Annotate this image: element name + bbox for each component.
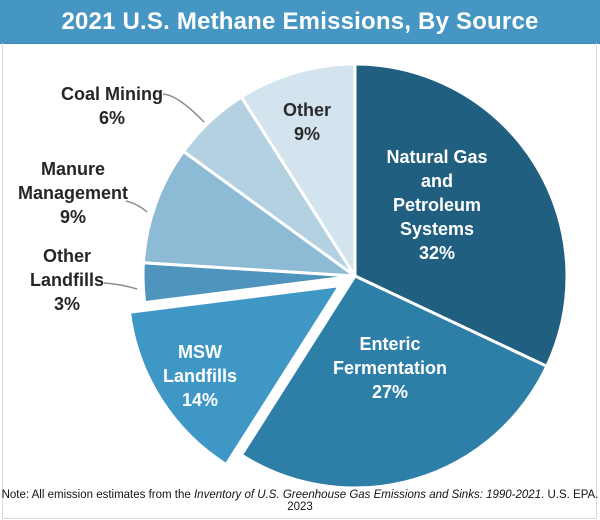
source-note: Note: All emission estimates from the In… xyxy=(0,489,600,513)
note-citation: Inventory of U.S. Greenhouse Gas Emissio… xyxy=(193,489,542,501)
pie-slice-manure-management xyxy=(141,149,357,278)
note-suffix: . U.S. EPA. 2023 xyxy=(287,489,599,513)
leader-line-other-landfills xyxy=(103,282,138,290)
pie-slice-enteric-fermentation xyxy=(239,274,549,490)
note-prefix: Note: All emission estimates from the xyxy=(1,489,194,501)
pie-slice-other xyxy=(239,62,357,278)
title-bar: 2021 U.S. Methane Emissions, By Source xyxy=(0,0,600,44)
pie-slice-natural-gas-and-petroleum-systems xyxy=(353,62,569,368)
leader-line-coal-mining xyxy=(162,93,205,123)
pie-slice-msw-landfills xyxy=(128,284,342,467)
leader-line-manure-management xyxy=(125,200,148,213)
page-title: 2021 U.S. Methane Emissions, By Source xyxy=(61,7,539,35)
